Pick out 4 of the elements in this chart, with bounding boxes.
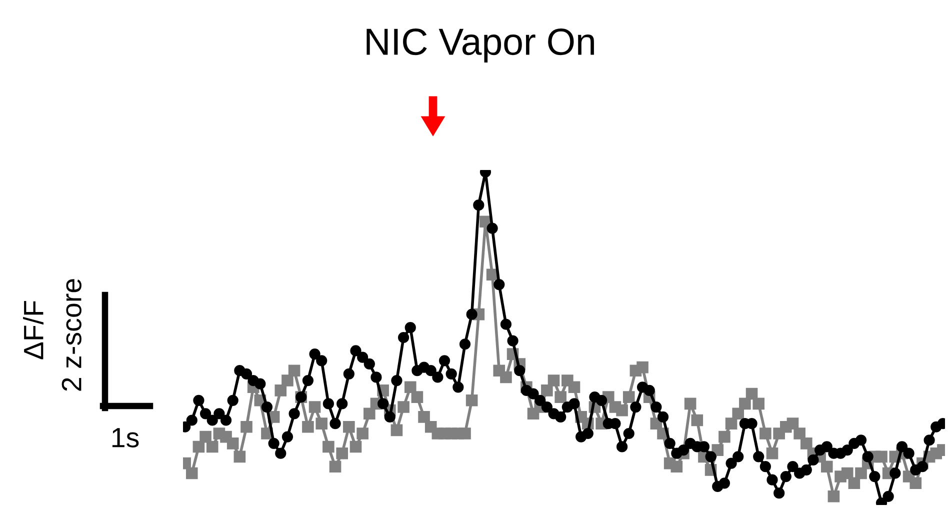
text: 2 z-score (62, 279, 82, 391)
chart-title: NIC Vapor On (366, 28, 594, 62)
text: 1s (112, 428, 139, 448)
y-axis-title: ΔF/F (23, 301, 44, 360)
